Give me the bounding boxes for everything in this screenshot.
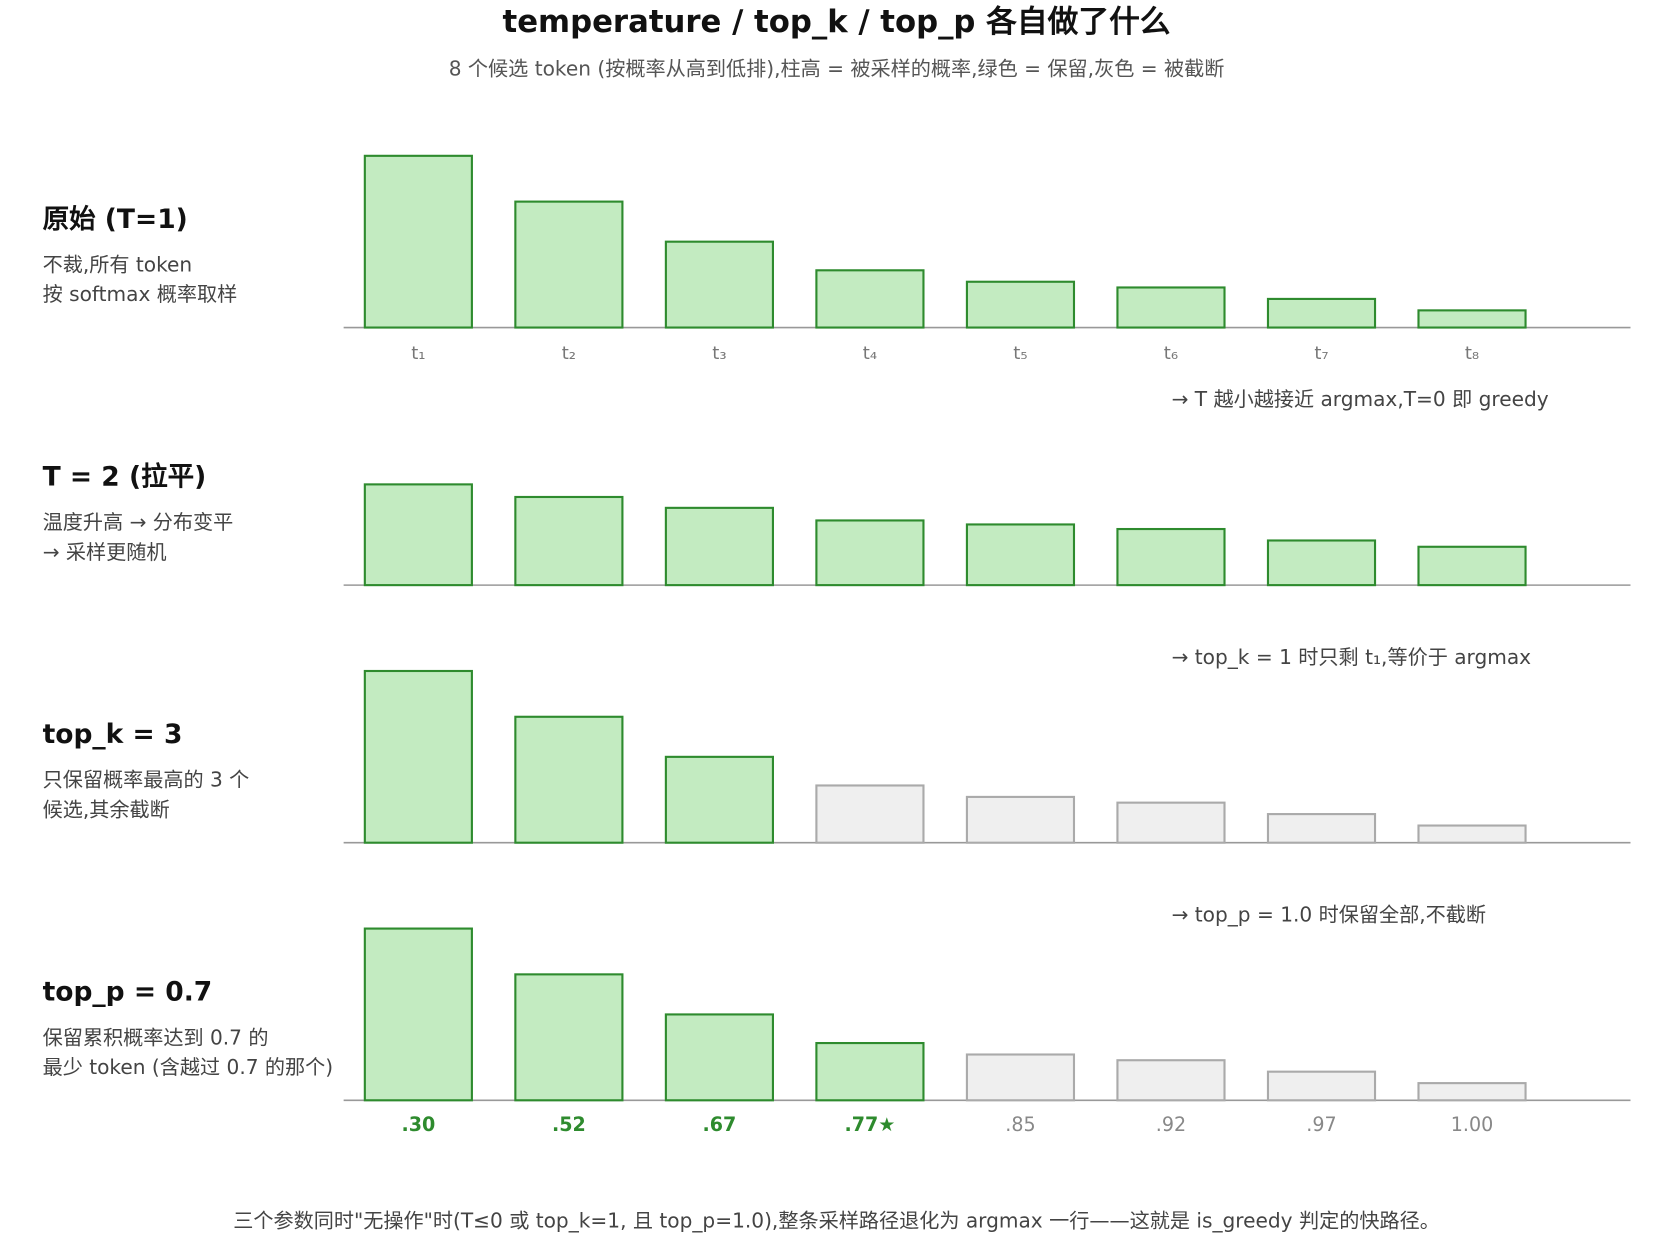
bar [363,927,473,1102]
cumulative-label: .77★ [844,1114,895,1136]
bar [965,795,1076,844]
bar [1116,1059,1226,1102]
token-label: t₈ [1465,343,1479,364]
cumulative-label: .30 [401,1114,435,1136]
bar [363,154,473,329]
token-label: t₅ [1013,343,1027,364]
cumulative-label: .52 [552,1114,586,1136]
bar [514,495,624,587]
bar [514,973,624,1102]
panel-description: 不裁,所有 token [43,253,193,277]
cumulative-label: .67 [703,1114,737,1136]
bar [514,715,624,844]
panel-description: 按 softmax 概率取样 [43,282,238,306]
bar [1116,801,1226,844]
bar [1417,1082,1527,1102]
annotation: → T 越小越接近 argmax,T=0 即 greedy [1172,387,1549,411]
title: temperature / top_k / top_p 各自做了什么 [503,4,1171,40]
bar [1266,1070,1377,1102]
bar [514,200,624,329]
token-label: t₃ [712,343,726,364]
panel-description: 最少 token (含越过 0.7 的那个) [43,1055,334,1079]
panel-title: 原始 (T=1) [43,204,188,235]
token-label: t₂ [562,343,576,364]
panel-description: 保留累积概率达到 0.7 的 [43,1025,269,1049]
bar [1266,813,1377,844]
token-label: t₁ [411,343,425,364]
bar [664,240,774,329]
bar [664,1013,774,1102]
panel-description: 温度升高 → 分布变平 [43,510,234,534]
bar [1266,539,1377,587]
bar [1116,286,1226,329]
panel-title: T = 2 (拉平) [43,462,207,493]
bar [1417,824,1527,844]
bar [1116,527,1226,587]
bar [363,669,473,844]
panel-description: 只保留概率最高的 3 个 [43,768,250,792]
cumulative-label: 1.00 [1451,1114,1493,1136]
token-label: t₄ [863,343,877,364]
bar [1266,297,1377,329]
bar [965,280,1076,329]
cumulative-label: .97 [1306,1114,1336,1136]
bar [815,519,925,587]
panel-title: top_k = 3 [43,719,183,750]
bar [664,755,774,844]
bar [965,1053,1076,1102]
bar [1417,309,1527,329]
bar [965,523,1076,587]
cumulative-label: .85 [1005,1114,1035,1136]
bar [815,784,925,844]
token-label: t₆ [1164,343,1178,364]
annotation: → top_p = 1.0 时保留全部,不截断 [1172,902,1487,926]
panel-description: → 采样更随机 [43,540,167,564]
token-label: t₇ [1314,343,1328,364]
bar [363,483,473,587]
panel-title: top_p = 0.7 [43,977,213,1008]
subtitle: 8 个候选 token (按概率从高到低排),柱高 = 被采样的概率,绿色 = … [449,56,1225,80]
bar [664,506,774,587]
bar [815,269,925,329]
footnote: 三个参数同时"无操作"时(T≤0 或 top_k=1, 且 top_p=1.0)… [233,1209,1440,1233]
cumulative-label: .92 [1156,1114,1186,1136]
bar [1417,545,1527,587]
annotation: → top_k = 1 时只剩 t₁,等价于 argmax [1172,645,1532,669]
panel-description: 候选,其余截断 [43,797,170,821]
bar [815,1041,925,1102]
